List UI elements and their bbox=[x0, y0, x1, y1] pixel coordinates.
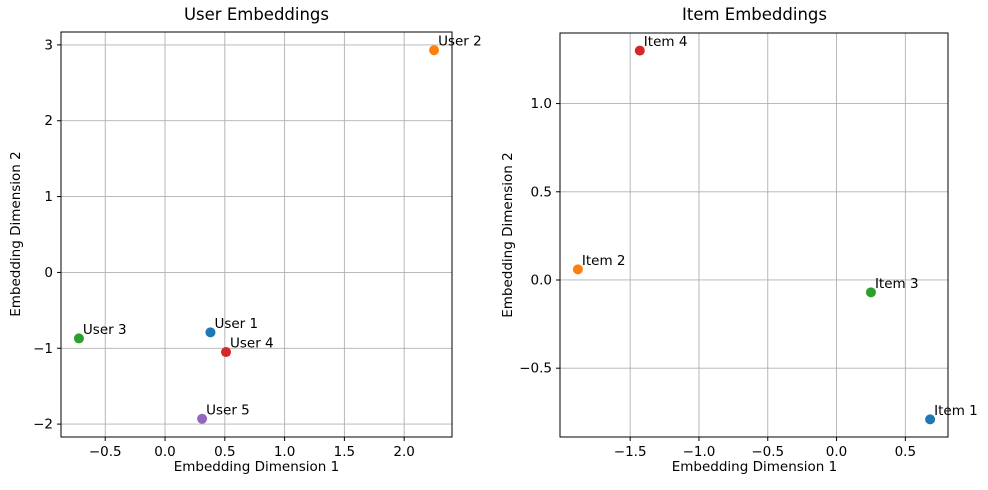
y-tick-label: 1 bbox=[44, 189, 53, 205]
point-label: User 3 bbox=[83, 322, 127, 338]
point-label: User 5 bbox=[206, 402, 250, 418]
point-label: User 4 bbox=[230, 336, 274, 352]
y-tick-label: 3 bbox=[44, 37, 53, 53]
item-embeddings-plot: −1.5 −1.0 −0.5 0.0 0.5 −0.5 0.0 0.5 1.0 Item 1 Ite… bbox=[519, 32, 978, 460]
y-tick-label: −2 bbox=[33, 417, 53, 433]
x-tick-label: −1.5 bbox=[614, 444, 647, 460]
point-label: Item 4 bbox=[644, 34, 688, 50]
scatter-point bbox=[572, 264, 583, 275]
axes-box bbox=[60, 31, 453, 438]
point-label: Item 1 bbox=[934, 403, 978, 419]
scatter-point bbox=[221, 347, 232, 358]
x-axis-label: Embedding Dimension 1 bbox=[173, 459, 340, 475]
scatter-point bbox=[429, 45, 440, 56]
x-tick-label: 1.5 bbox=[334, 444, 355, 460]
scatter-point bbox=[205, 327, 216, 338]
x-axis-label: Embedding Dimension 1 bbox=[671, 459, 838, 475]
point-label: User 2 bbox=[438, 34, 482, 50]
x-tick-label: −0.5 bbox=[89, 444, 122, 460]
y-tick-label: 1.0 bbox=[531, 96, 552, 112]
scatter-point bbox=[634, 45, 645, 56]
point-label: Item 2 bbox=[582, 253, 626, 269]
user-embeddings-plot: −0.5 0.0 0.5 1.0 1.5 2.0 −2 −1 0 1 2 3 User 1 User 2 U… bbox=[33, 31, 482, 460]
axes-box bbox=[559, 32, 949, 438]
y-tick-label: −0.5 bbox=[519, 361, 552, 377]
chart-title: Item Embeddings bbox=[682, 5, 827, 24]
y-tick-label: −1 bbox=[33, 341, 53, 357]
x-tick-label: −0.5 bbox=[751, 444, 784, 460]
y-tick-label: 0.5 bbox=[531, 184, 552, 200]
x-tick-label: 2.0 bbox=[393, 444, 414, 460]
point-label: Item 3 bbox=[875, 276, 919, 292]
scatter-point bbox=[925, 414, 936, 425]
user-embeddings-panel: User Embeddings Embedding Dimension 2 Em… bbox=[8, 5, 482, 475]
scatter-point bbox=[73, 333, 84, 344]
x-tick-label: 0.0 bbox=[826, 444, 847, 460]
y-tick-label: 0.0 bbox=[531, 272, 552, 288]
chart-title: User Embeddings bbox=[183, 5, 330, 24]
point-label: User 1 bbox=[214, 316, 258, 332]
scatter-point bbox=[197, 413, 208, 424]
x-tick-label: −1.0 bbox=[683, 444, 716, 460]
x-tick-label: 0.5 bbox=[214, 444, 235, 460]
y-tick-label: 0 bbox=[44, 265, 53, 281]
x-tick-label: 0.5 bbox=[895, 444, 916, 460]
x-tick-label: 1.0 bbox=[274, 444, 295, 460]
y-tick-label: 2 bbox=[44, 113, 53, 129]
scatter-point bbox=[865, 287, 876, 298]
x-tick-label: 0.0 bbox=[154, 444, 175, 460]
item-embeddings-panel: Item Embeddings Embedding Dimension 2 Em… bbox=[494, 0, 988, 490]
